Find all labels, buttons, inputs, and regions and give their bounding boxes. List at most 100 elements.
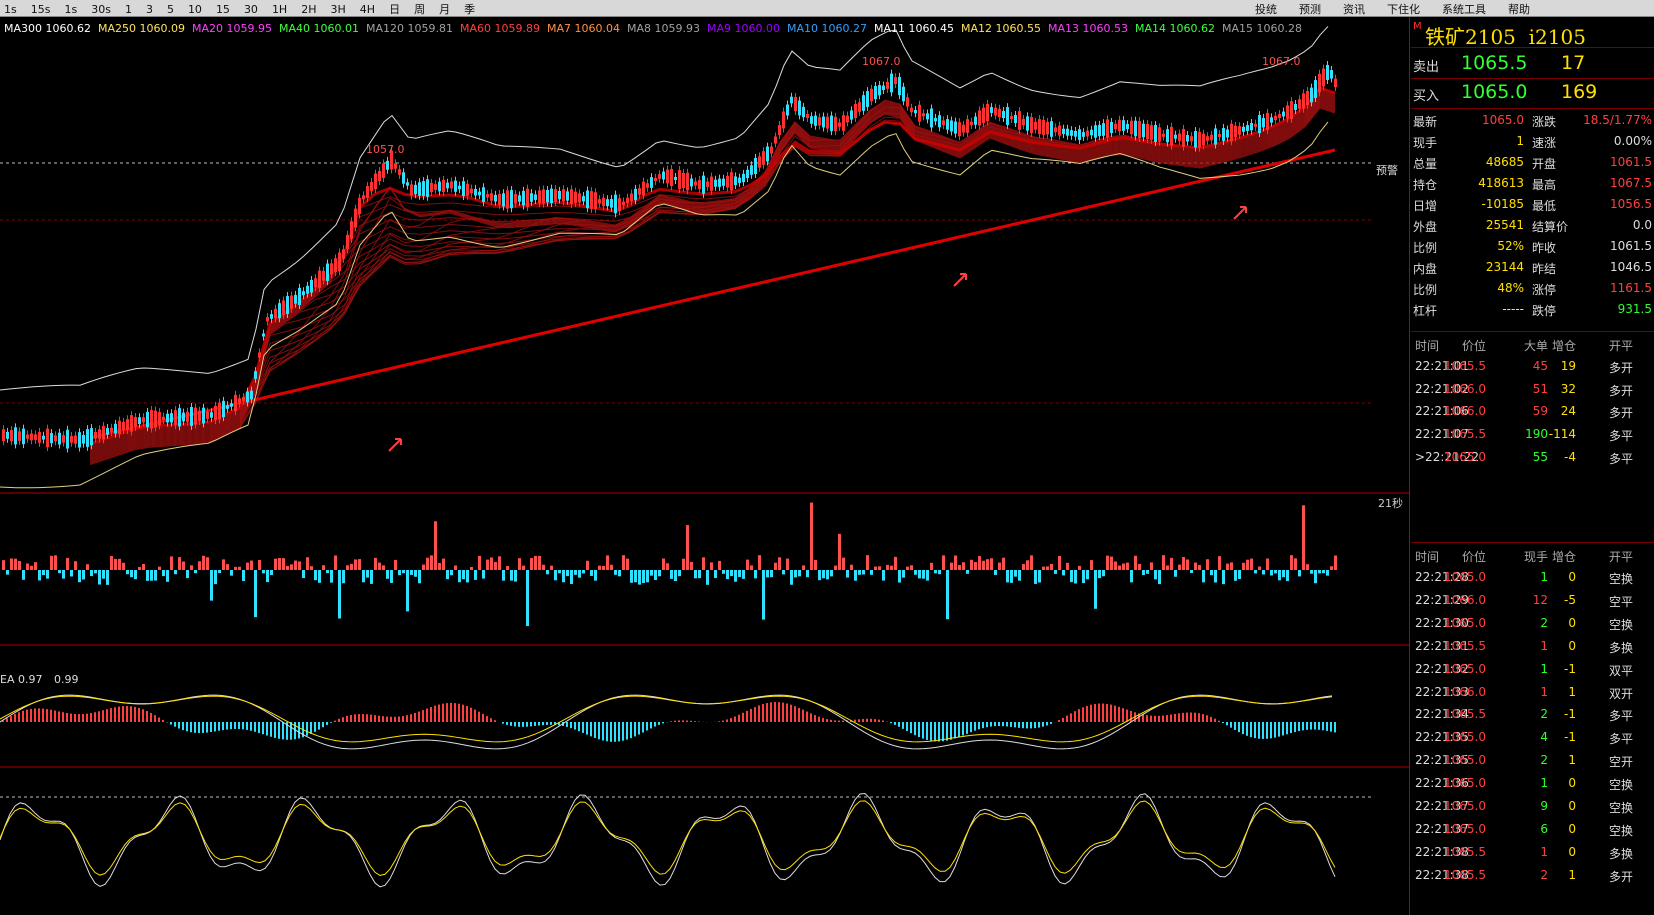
period-button[interactable]: 3H <box>330 3 346 16</box>
table-row[interactable]: 22:21:38 1065.5 2 1 多开 <box>1411 864 1654 888</box>
macd-bar <box>1122 708 1124 722</box>
table-row[interactable]: 22:21:34 1065.5 2 -1 多平 <box>1411 703 1654 727</box>
row-volume: 2 <box>1540 615 1548 630</box>
period-button[interactable]: 5 <box>166 3 174 16</box>
macd-bar <box>1334 722 1336 733</box>
candle-body <box>354 208 357 228</box>
macd-bar <box>486 716 488 722</box>
menu-item[interactable]: 预测 <box>1299 3 1321 16</box>
period-button[interactable]: 月 <box>439 3 451 16</box>
volume-bar <box>734 570 737 582</box>
candle-body <box>534 194 537 200</box>
row-volume: 1 <box>1540 638 1548 653</box>
table-row[interactable]: 22:21:35 1065.0 2 1 空开 <box>1411 749 1654 773</box>
instrument-name[interactable]: 铁矿2105 i2105 <box>1425 25 1586 49</box>
table-row[interactable]: 22:21:35 1065.0 4 -1 多平 <box>1411 726 1654 750</box>
table-row[interactable]: 22:21:31 1065.5 1 0 多换 <box>1411 635 1654 659</box>
kline-chart-svg[interactable] <box>0 17 1409 915</box>
candle-body <box>446 182 449 189</box>
period-button[interactable]: 4H <box>359 3 376 16</box>
volume-bar <box>1186 559 1189 570</box>
period-button[interactable]: 1s <box>64 3 78 16</box>
high-marker-left: 1057.0 <box>366 143 405 156</box>
kline-chart-area[interactable] <box>0 17 1409 915</box>
period-button[interactable]: 日 <box>389 3 401 16</box>
volume-bar <box>902 570 905 578</box>
row-type: 空换 <box>1609 617 1634 632</box>
period-button[interactable]: 1s <box>4 3 17 16</box>
table-row[interactable]: >22:21:22 1065.0 55 -4 多平 <box>1411 446 1654 470</box>
column-header: 现手 <box>1523 550 1548 564</box>
period-button[interactable]: 15s <box>30 3 51 16</box>
table-row[interactable]: 22:21:38 1065.5 1 0 多换 <box>1411 841 1654 865</box>
table-row[interactable]: 22:21:01 1065.5 45 19 多开 <box>1411 355 1654 379</box>
table-row[interactable]: 22:21:33 1066.0 1 1 双开 <box>1411 681 1654 705</box>
candle-body <box>1026 116 1029 131</box>
period-button[interactable]: 15 <box>215 3 230 16</box>
volume-bar <box>482 570 485 579</box>
macd-bar <box>462 704 464 722</box>
table-row[interactable]: 22:21:32 1065.0 1 -1 双平 <box>1411 658 1654 682</box>
macd-bar <box>1074 711 1076 722</box>
candle-body <box>678 170 681 189</box>
volume-bar <box>1146 570 1149 574</box>
period-button[interactable]: 10 <box>187 3 202 16</box>
row-type: 多换 <box>1609 640 1634 655</box>
candle-body <box>442 179 445 193</box>
sell-quote-row[interactable]: 卖出 1065.5 17 <box>1411 50 1654 78</box>
period-button[interactable]: 30s <box>91 3 111 16</box>
volume-bar <box>1030 555 1033 570</box>
macd-bar <box>234 722 236 729</box>
period-button[interactable]: 1H <box>271 3 288 16</box>
period-button[interactable]: 30 <box>243 3 258 16</box>
table-row[interactable]: 22:21:07 1065.5 190 -114 多平 <box>1411 423 1654 447</box>
macd-bar <box>118 706 120 722</box>
volume-bar <box>362 570 365 583</box>
table-row[interactable]: 22:21:36 1065.0 1 0 空换 <box>1411 772 1654 796</box>
buy-quote-row[interactable]: 买入 1065.0 169 <box>1411 79 1654 107</box>
candle-body <box>1054 127 1057 133</box>
period-button[interactable]: 季 <box>464 3 476 16</box>
volume-bar <box>670 570 673 579</box>
candle-body <box>158 412 161 426</box>
table-row[interactable]: 22:21:30 1065.0 2 0 空换 <box>1411 612 1654 636</box>
candle-body <box>830 115 833 132</box>
candle-body <box>526 188 529 208</box>
candle-body <box>238 398 241 404</box>
volume-bar <box>1302 505 1305 570</box>
table-row[interactable]: 22:21:29 1066.0 12 -5 空平 <box>1411 589 1654 613</box>
macd-bar <box>490 718 492 722</box>
candle-body <box>294 294 297 304</box>
volume-bar <box>822 570 825 579</box>
macd-bar <box>466 706 468 722</box>
table-row[interactable]: 22:21:37 1065.0 9 0 空换 <box>1411 795 1654 819</box>
volume-bar <box>790 570 793 585</box>
volume-bar <box>1202 570 1205 583</box>
menu-item[interactable]: 下住化 <box>1387 3 1420 16</box>
period-button[interactable]: 3 <box>145 3 153 16</box>
volume-bar <box>522 565 525 570</box>
menu-item[interactable]: 系统工具 <box>1442 3 1486 16</box>
macd-bar <box>642 722 644 733</box>
row-type: 双开 <box>1609 686 1634 701</box>
table-row[interactable]: 22:21:06 1066.0 59 24 多开 <box>1411 400 1654 424</box>
period-button[interactable]: 2H <box>301 3 317 16</box>
volume-bar <box>414 570 417 577</box>
table-row[interactable]: 22:21:02 1066.0 51 32 多开 <box>1411 378 1654 402</box>
volume-bar <box>1038 570 1041 583</box>
candle-body <box>934 117 937 122</box>
macd-bar <box>570 722 572 729</box>
menu-item[interactable]: 投统 <box>1255 3 1277 16</box>
ma-legend-item: MA20 1059.95 <box>192 22 272 35</box>
volume-bar <box>1282 570 1285 578</box>
table-row[interactable]: 22:21:37 1065.0 6 0 空换 <box>1411 818 1654 842</box>
period-button[interactable]: 1 <box>124 3 132 16</box>
candle-body <box>1082 132 1085 137</box>
period-button[interactable]: 周 <box>414 3 426 16</box>
volume-bar <box>1102 570 1105 577</box>
macd-bar <box>830 719 832 722</box>
menu-item[interactable]: 资讯 <box>1343 3 1365 16</box>
volume-bar <box>242 570 245 582</box>
table-row[interactable]: 22:21:28 1065.0 1 0 空换 <box>1411 566 1654 590</box>
menu-item[interactable]: 帮助 <box>1508 3 1530 16</box>
